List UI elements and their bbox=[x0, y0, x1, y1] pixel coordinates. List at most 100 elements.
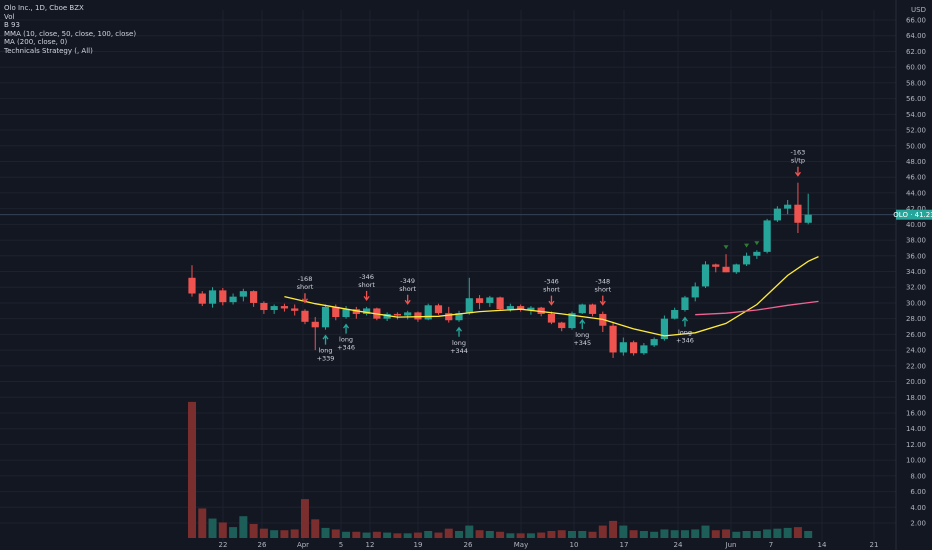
candle bbox=[804, 193, 812, 225]
volume-bar bbox=[804, 531, 813, 538]
up-arrow-icon bbox=[681, 316, 688, 327]
candle bbox=[280, 303, 289, 312]
y-tick-label: 34.00 bbox=[906, 268, 926, 276]
legend-b[interactable]: B 93 bbox=[4, 21, 20, 30]
volume-bar bbox=[383, 532, 392, 538]
volume-bar bbox=[455, 531, 464, 538]
volume-bar bbox=[434, 532, 443, 538]
volume-bar bbox=[722, 529, 731, 538]
signal-text: +346 bbox=[676, 337, 694, 345]
x-tick-label: 7 bbox=[769, 541, 773, 549]
volume-bars bbox=[188, 401, 813, 538]
candle bbox=[763, 218, 771, 254]
x-tick-label: 17 bbox=[620, 541, 629, 549]
legend-vol[interactable]: Vol bbox=[4, 12, 15, 21]
candle bbox=[650, 337, 658, 347]
y-tick-label: 38.00 bbox=[906, 237, 926, 245]
volume-bar bbox=[670, 530, 679, 538]
candle-body bbox=[486, 297, 494, 303]
y-tick-label: 32.00 bbox=[906, 284, 926, 292]
candle bbox=[352, 306, 360, 319]
candle-body bbox=[239, 291, 247, 297]
y-tick-label: 12.00 bbox=[906, 441, 926, 449]
y-tick-label: 44.00 bbox=[906, 189, 926, 197]
candle bbox=[701, 261, 710, 289]
grid bbox=[0, 10, 896, 541]
signal-text: -168 bbox=[298, 275, 313, 283]
volume-bar bbox=[660, 529, 669, 538]
y-tick-label: 4.00 bbox=[910, 504, 926, 512]
candle bbox=[640, 343, 648, 355]
volume-bar bbox=[742, 531, 751, 538]
legend-ma[interactable]: MA (200, close, 0) bbox=[4, 38, 68, 47]
y-tick-label: 2.00 bbox=[910, 520, 926, 528]
x-tick-label: 14 bbox=[818, 541, 827, 549]
x-tick-label: 26 bbox=[464, 541, 473, 549]
volume-bar bbox=[526, 533, 535, 538]
volume-bar bbox=[567, 531, 576, 538]
volume-bar bbox=[516, 533, 525, 538]
volume-bar bbox=[198, 508, 207, 538]
volume-bar bbox=[475, 530, 484, 538]
signal-text: short bbox=[399, 285, 416, 293]
candle bbox=[773, 206, 781, 222]
candle-body bbox=[250, 291, 258, 303]
candle bbox=[270, 304, 278, 314]
volume-bar bbox=[249, 524, 258, 538]
volume-bar bbox=[496, 531, 505, 538]
y-tick-label: 18.00 bbox=[906, 394, 926, 402]
up-arrow-icon bbox=[343, 323, 350, 334]
candle bbox=[517, 304, 525, 312]
volume-bar bbox=[229, 527, 238, 538]
candle-body bbox=[208, 290, 217, 304]
candle-body bbox=[198, 293, 206, 304]
y-tick-label: 16.00 bbox=[906, 409, 926, 417]
last-price-tag bbox=[896, 209, 932, 220]
signal-text: -349 bbox=[400, 277, 415, 285]
candle bbox=[404, 310, 412, 320]
candle-body bbox=[393, 313, 401, 316]
y-tick-label: 48.00 bbox=[906, 158, 926, 166]
candle bbox=[691, 282, 699, 302]
last-price-label: OLO · 41.23 bbox=[893, 211, 932, 219]
candle-body bbox=[260, 302, 268, 311]
candle-body bbox=[640, 345, 648, 354]
symbol-title[interactable]: Olo Inc., 1D, Cboe BZX bbox=[4, 4, 84, 12]
candle-body bbox=[280, 306, 289, 309]
volume-bar bbox=[609, 520, 618, 538]
down-arrow-icon bbox=[599, 295, 606, 306]
volume-bar bbox=[403, 533, 412, 538]
candle bbox=[712, 263, 720, 273]
volume-bar bbox=[393, 533, 402, 538]
candle-body bbox=[732, 264, 740, 273]
volume-bar bbox=[732, 531, 741, 538]
volume-bar bbox=[424, 531, 433, 538]
candle bbox=[301, 309, 309, 325]
candle bbox=[250, 290, 258, 307]
signal-text: long bbox=[452, 339, 466, 347]
x-tick-label: Jun bbox=[725, 541, 737, 549]
signal-text: +344 bbox=[450, 347, 468, 355]
up-arrow-icon bbox=[455, 326, 463, 337]
candle-body bbox=[321, 306, 330, 328]
volume-bar bbox=[557, 530, 566, 538]
candle bbox=[434, 303, 443, 315]
y-tick-label: 64.00 bbox=[906, 32, 926, 40]
long-signal: long+346 bbox=[676, 316, 694, 345]
candle bbox=[239, 288, 247, 302]
y-tick-label: 58.00 bbox=[906, 79, 926, 87]
signal-text: long bbox=[318, 347, 332, 355]
y-tick-label: 14.00 bbox=[906, 425, 926, 433]
signal-text: long bbox=[678, 329, 692, 337]
volume-bar bbox=[444, 528, 453, 538]
candle-body bbox=[660, 318, 669, 340]
signal-text: short bbox=[594, 286, 611, 294]
legend-strategy[interactable]: Technicals Strategy (, All) bbox=[4, 46, 93, 55]
candle-body bbox=[455, 313, 463, 321]
candle-body bbox=[414, 312, 422, 320]
candle-body bbox=[434, 305, 443, 314]
legend-mma[interactable]: MMA (10, close, 50, close, 100, close) bbox=[4, 29, 137, 38]
candle-body bbox=[722, 266, 730, 273]
